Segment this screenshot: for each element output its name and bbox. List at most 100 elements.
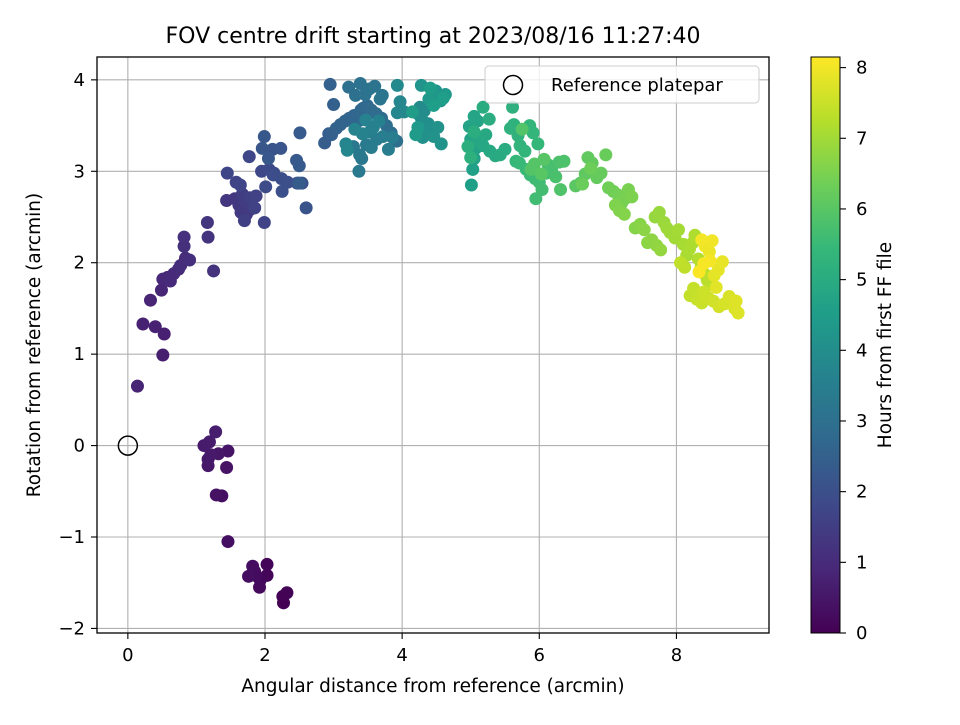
colorbar-tick-label: 6 bbox=[856, 199, 867, 220]
data-point bbox=[482, 112, 496, 126]
data-point bbox=[695, 233, 709, 247]
data-point bbox=[148, 320, 162, 334]
colorbar: 0 1 2 3 4 5 6 7 8 Hours from first FF file bbox=[810, 56, 896, 644]
data-point bbox=[617, 207, 631, 221]
data-point bbox=[156, 348, 170, 362]
data-point bbox=[242, 150, 256, 164]
data-point bbox=[253, 580, 267, 594]
data-point bbox=[405, 105, 419, 119]
data-point bbox=[729, 294, 743, 308]
y-tick-label: 2 bbox=[74, 253, 85, 274]
data-point bbox=[261, 151, 275, 165]
data-point bbox=[464, 178, 478, 192]
data-point bbox=[136, 317, 150, 331]
legend-label: Reference platepar bbox=[551, 75, 723, 96]
data-point bbox=[529, 192, 543, 206]
colorbar-ticks: 0 1 2 3 4 5 6 7 8 bbox=[840, 58, 867, 644]
data-point bbox=[299, 201, 313, 215]
y-tick-label: 3 bbox=[74, 161, 85, 182]
data-point bbox=[423, 81, 437, 95]
data-point bbox=[157, 327, 171, 341]
data-point bbox=[255, 141, 269, 155]
data-point bbox=[209, 488, 223, 502]
data-point bbox=[427, 98, 441, 112]
data-point bbox=[715, 255, 729, 269]
colorbar-tick-label: 4 bbox=[856, 340, 867, 361]
y-tick-label: −1 bbox=[58, 527, 85, 548]
data-point bbox=[368, 79, 382, 93]
y-tick-label: 4 bbox=[74, 70, 85, 91]
data-point bbox=[352, 164, 366, 178]
data-point bbox=[692, 265, 706, 279]
x-tick-label: 2 bbox=[259, 645, 270, 666]
colorbar-gradient bbox=[810, 56, 841, 634]
data-point bbox=[625, 190, 639, 204]
data-point bbox=[209, 425, 223, 439]
data-point bbox=[731, 306, 745, 320]
x-tick-label: 4 bbox=[396, 645, 407, 666]
data-point bbox=[355, 151, 369, 165]
data-point bbox=[434, 137, 448, 151]
data-point bbox=[575, 177, 589, 191]
data-point bbox=[671, 223, 685, 237]
data-point bbox=[372, 114, 386, 128]
colorbar-tick-label: 3 bbox=[856, 411, 867, 432]
data-point bbox=[221, 535, 235, 549]
data-point bbox=[537, 152, 551, 166]
grid bbox=[97, 57, 769, 633]
y-tick-label: 0 bbox=[74, 436, 85, 457]
data-point bbox=[674, 256, 688, 270]
data-point bbox=[549, 170, 563, 184]
reference-marker bbox=[117, 435, 139, 456]
y-tick-label: −2 bbox=[58, 618, 85, 639]
data-point bbox=[467, 109, 481, 123]
data-point bbox=[506, 100, 520, 114]
data-point bbox=[220, 166, 234, 180]
data-point bbox=[248, 201, 262, 215]
colorbar-tick-label: 7 bbox=[856, 128, 867, 149]
data-point bbox=[461, 140, 475, 154]
data-point bbox=[557, 154, 571, 168]
data-point bbox=[534, 167, 548, 181]
data-point bbox=[476, 100, 490, 114]
x-axis-ticks: 0 2 4 6 8 bbox=[122, 633, 682, 666]
data-point bbox=[249, 189, 263, 203]
data-point bbox=[280, 586, 294, 600]
colorbar-tick-label: 0 bbox=[856, 623, 867, 644]
data-point bbox=[348, 122, 362, 136]
data-point bbox=[260, 557, 274, 571]
data-point bbox=[386, 130, 400, 144]
colorbar-tick-label: 5 bbox=[856, 270, 867, 291]
chart-title: FOV centre drift starting at 2023/08/16 … bbox=[166, 24, 701, 49]
data-point bbox=[233, 178, 247, 192]
data-point bbox=[275, 184, 289, 198]
legend-marker bbox=[502, 74, 524, 96]
data-point bbox=[709, 280, 723, 294]
data-point bbox=[183, 253, 197, 267]
data-point bbox=[359, 113, 373, 127]
data-point bbox=[201, 230, 215, 244]
data-point bbox=[246, 559, 260, 573]
y-axis-label: Rotation from reference (arcmin) bbox=[24, 193, 45, 497]
data-point bbox=[654, 243, 668, 257]
data-point bbox=[376, 130, 390, 144]
data-point bbox=[705, 234, 719, 248]
legend: Reference platepar bbox=[484, 65, 760, 104]
data-point bbox=[531, 137, 545, 151]
data-point bbox=[594, 166, 608, 180]
data-point bbox=[242, 569, 256, 583]
x-tick-label: 6 bbox=[534, 645, 545, 666]
data-point bbox=[257, 130, 271, 144]
data-point bbox=[436, 91, 450, 105]
data-point bbox=[323, 77, 337, 91]
data-point bbox=[327, 98, 341, 112]
colorbar-tick-label: 8 bbox=[856, 58, 867, 79]
data-point bbox=[554, 183, 568, 197]
data-point bbox=[467, 125, 481, 139]
data-point bbox=[515, 122, 529, 136]
y-tick-label: 1 bbox=[74, 344, 85, 365]
data-point bbox=[207, 264, 221, 278]
data-point bbox=[202, 435, 216, 449]
data-point bbox=[340, 143, 354, 157]
